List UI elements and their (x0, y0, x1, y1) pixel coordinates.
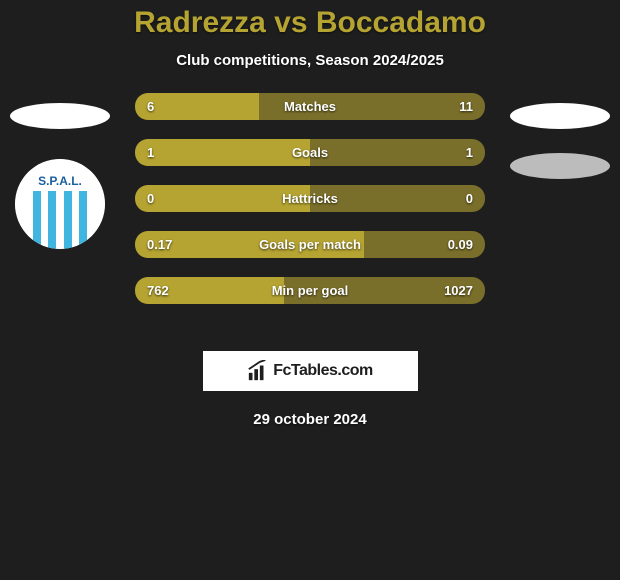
page-subtitle: Club competitions, Season 2024/2025 (0, 42, 620, 93)
comparison-layout: S.P.A.L. 6Matches11 1Goals1 0Hattricks0 0.1… (0, 93, 620, 343)
right-player-col (500, 93, 620, 179)
player-right-team-shadow (510, 153, 610, 179)
team-badge-spal: S.P.A.L. (15, 159, 105, 249)
bar-fill-left (135, 139, 310, 166)
badge-text: S.P.A.L. (38, 174, 82, 188)
stat-bar: 762Min per goal1027 (135, 277, 485, 304)
bar-fill-right (284, 277, 485, 304)
stat-bar: 0Hattricks0 (135, 185, 485, 212)
stat-bar: 0.17Goals per match0.09 (135, 231, 485, 258)
bar-fill-left (135, 185, 310, 212)
brand-text: FcTables.com (273, 362, 373, 380)
footer-date: 29 october 2024 (0, 391, 620, 428)
chart-icon (247, 360, 269, 382)
player-left-avatar-shadow (10, 103, 110, 129)
bar-fill-left (135, 277, 284, 304)
bar-fill-left (135, 93, 259, 120)
bar-fill-right (310, 139, 485, 166)
bar-fill-right (310, 185, 485, 212)
spal-badge-icon: S.P.A.L. (15, 159, 105, 249)
bar-fill-right (364, 231, 485, 258)
stat-bars: 6Matches11 1Goals1 0Hattricks0 0.17Goals pe… (135, 93, 485, 304)
left-player-col: S.P.A.L. (0, 93, 120, 249)
stat-bar: 1Goals1 (135, 139, 485, 166)
stat-bar: 6Matches11 (135, 93, 485, 120)
bar-fill-right (259, 93, 485, 120)
player-right-avatar-shadow (510, 103, 610, 129)
page-title: Radrezza vs Boccadamo (0, 0, 620, 42)
brand-box: FcTables.com (203, 351, 418, 391)
bar-fill-left (135, 231, 364, 258)
